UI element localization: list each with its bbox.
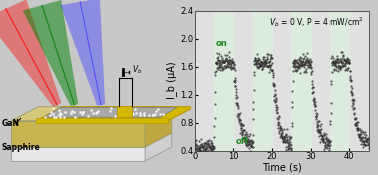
X-axis label: Time (s): Time (s) — [262, 162, 302, 172]
Polygon shape — [11, 121, 145, 147]
Polygon shape — [0, 0, 61, 107]
Polygon shape — [117, 106, 132, 117]
Polygon shape — [11, 147, 145, 161]
Bar — [291, 10, 311, 150]
Polygon shape — [23, 0, 78, 106]
Polygon shape — [60, 0, 105, 106]
Y-axis label: I_b (µA): I_b (µA) — [166, 62, 177, 99]
Text: off: off — [235, 136, 248, 145]
Bar — [253, 10, 272, 150]
Polygon shape — [36, 118, 168, 122]
Polygon shape — [36, 107, 195, 121]
Polygon shape — [145, 107, 172, 147]
Text: Sapphire: Sapphire — [2, 144, 41, 152]
Text: $V_b$: $V_b$ — [132, 64, 143, 76]
Polygon shape — [145, 133, 172, 161]
Text: GaN: GaN — [2, 119, 20, 128]
Bar — [214, 10, 233, 150]
Text: $V_b$ = 0 V, P = 4 mW/cm$^2$: $V_b$ = 0 V, P = 4 mW/cm$^2$ — [269, 15, 363, 29]
Bar — [330, 10, 349, 150]
Text: on: on — [215, 38, 227, 47]
Polygon shape — [11, 107, 172, 121]
Polygon shape — [44, 107, 177, 117]
Polygon shape — [11, 133, 172, 147]
